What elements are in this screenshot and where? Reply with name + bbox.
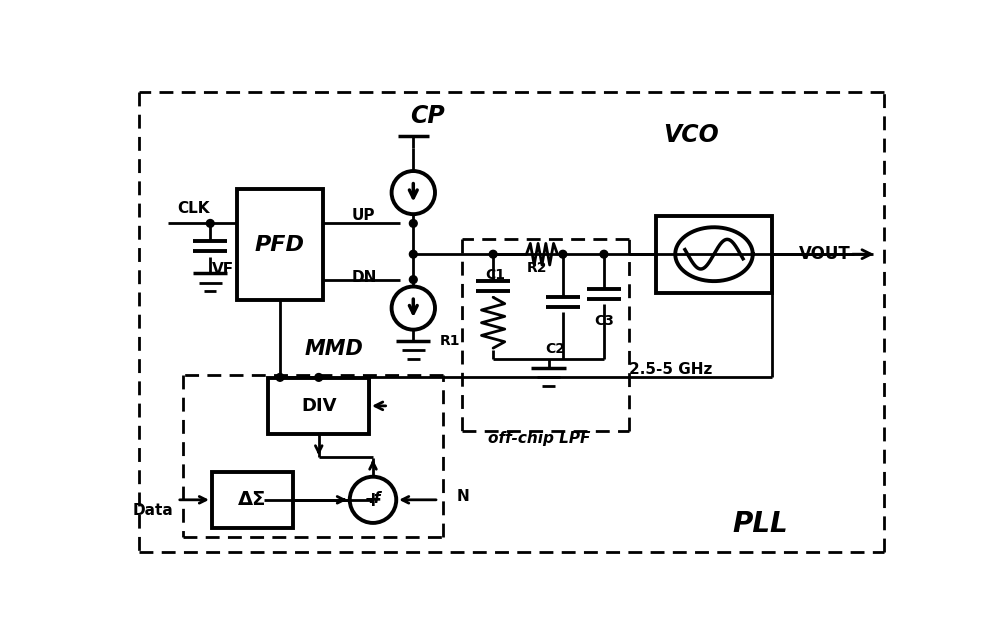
Text: UP: UP (351, 208, 375, 223)
Circle shape (600, 251, 608, 258)
Text: VF: VF (212, 262, 234, 277)
Text: DN: DN (351, 270, 377, 285)
Circle shape (276, 373, 284, 381)
Text: CP: CP (410, 104, 445, 128)
Text: ΔΣ: ΔΣ (238, 490, 267, 509)
Text: MMD: MMD (305, 339, 364, 359)
Text: Data: Data (132, 503, 173, 518)
Text: R2: R2 (527, 261, 548, 275)
Text: +: + (364, 490, 382, 510)
Circle shape (315, 373, 323, 381)
Text: CLK: CLK (177, 201, 209, 216)
Circle shape (206, 219, 214, 227)
Text: C2: C2 (545, 342, 565, 356)
Circle shape (409, 276, 417, 284)
Text: C1: C1 (485, 268, 505, 282)
Text: VCO: VCO (663, 123, 719, 147)
Text: 2.5-5 GHz: 2.5-5 GHz (629, 362, 712, 377)
Text: PLL: PLL (733, 509, 788, 537)
Text: N: N (457, 489, 469, 504)
Circle shape (559, 251, 567, 258)
Text: off-chip LPF: off-chip LPF (488, 431, 591, 446)
Text: R1: R1 (439, 334, 460, 348)
Text: VOUT: VOUT (799, 245, 851, 263)
Text: DIV: DIV (301, 397, 336, 415)
Text: PFD: PFD (255, 235, 305, 254)
Circle shape (489, 251, 497, 258)
Text: C3: C3 (594, 314, 614, 328)
Circle shape (409, 251, 417, 258)
Text: .f: .f (368, 491, 381, 506)
Circle shape (409, 219, 417, 227)
